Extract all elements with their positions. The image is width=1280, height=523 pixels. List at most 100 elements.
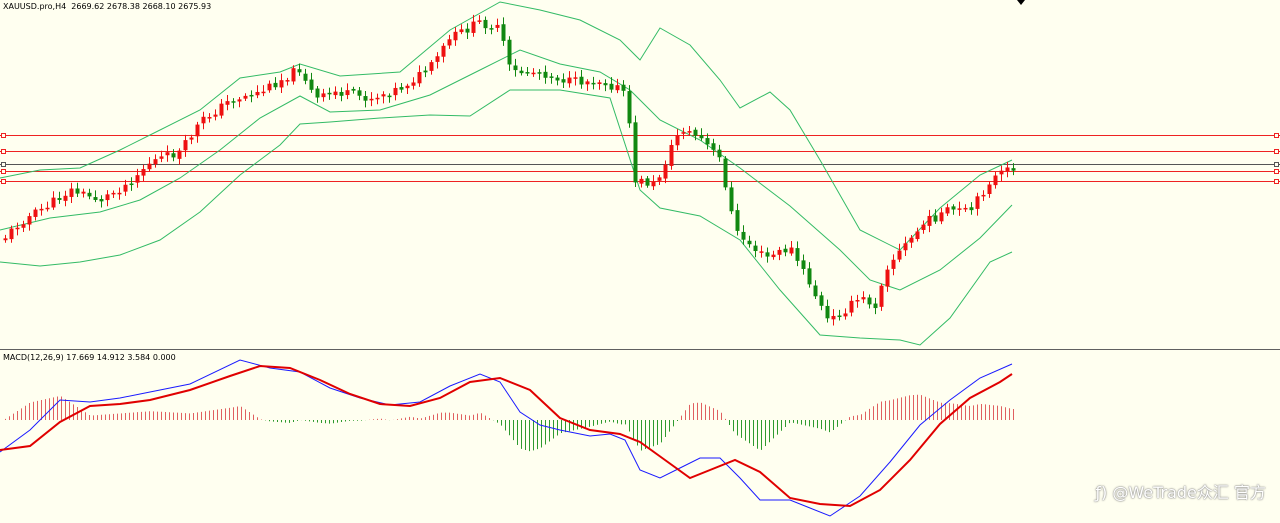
candlestick bbox=[771, 250, 776, 260]
line-handle-right[interactable] bbox=[1274, 169, 1279, 174]
candle-body bbox=[747, 240, 752, 245]
chart-shift-triangle-icon[interactable] bbox=[1017, 0, 1025, 6]
candle-body bbox=[21, 224, 26, 228]
symbol-label: XAUUSD.pro,H4 bbox=[3, 2, 67, 11]
candle-body bbox=[441, 45, 446, 57]
candlestick bbox=[603, 79, 608, 92]
candlestick bbox=[21, 220, 26, 233]
candle-body bbox=[933, 215, 938, 222]
candlestick bbox=[123, 179, 128, 196]
line-handle-left[interactable] bbox=[1, 169, 6, 174]
candle-body bbox=[435, 56, 440, 62]
candlestick bbox=[591, 76, 596, 90]
candlestick bbox=[903, 236, 908, 256]
candlestick bbox=[291, 65, 296, 85]
line-handle-right[interactable] bbox=[1274, 179, 1279, 184]
macd-info-label: MACD(12,26,9) 17.669 14.912 3.584 0.000 bbox=[3, 353, 176, 362]
candlestick bbox=[267, 80, 272, 93]
candle-body bbox=[585, 81, 590, 85]
candlestick bbox=[897, 243, 902, 263]
candlestick bbox=[825, 299, 830, 323]
candle-body bbox=[321, 93, 326, 98]
candle-body bbox=[867, 297, 872, 305]
candle-body bbox=[399, 87, 404, 90]
candlestick bbox=[909, 234, 914, 248]
line-handle-right[interactable] bbox=[1274, 162, 1279, 167]
candle-body bbox=[315, 88, 320, 98]
line-handle-right[interactable] bbox=[1274, 133, 1279, 138]
pane-separator[interactable] bbox=[0, 349, 1280, 350]
candlestick bbox=[795, 241, 800, 267]
candlestick bbox=[597, 79, 602, 90]
candlestick bbox=[999, 165, 1004, 182]
candlestick bbox=[585, 79, 590, 91]
candlestick bbox=[651, 175, 656, 190]
candle-body bbox=[831, 315, 836, 320]
candlestick bbox=[447, 34, 452, 49]
candlestick bbox=[321, 88, 326, 102]
price-chart-svg[interactable] bbox=[0, 0, 1280, 349]
candle-body bbox=[285, 80, 290, 82]
candle-body bbox=[63, 195, 68, 201]
candlestick bbox=[801, 254, 806, 275]
candle-body bbox=[993, 175, 998, 186]
line-handle-left[interactable] bbox=[1, 133, 6, 138]
candlestick bbox=[783, 244, 788, 257]
horizontal-levels bbox=[0, 133, 1280, 184]
candle-body bbox=[381, 94, 386, 97]
candlestick bbox=[837, 309, 842, 321]
candle-body bbox=[447, 39, 452, 46]
candle-body bbox=[735, 210, 740, 231]
candlestick bbox=[573, 71, 578, 86]
candle-body bbox=[513, 65, 518, 71]
candlestick bbox=[339, 87, 344, 102]
candlestick bbox=[807, 262, 812, 288]
macd-indicator-pane[interactable] bbox=[0, 350, 1280, 523]
candle-body bbox=[117, 192, 122, 195]
candle-body bbox=[963, 207, 968, 210]
candlestick bbox=[327, 87, 332, 100]
line-handle-left[interactable] bbox=[1, 149, 6, 154]
candlestick bbox=[681, 127, 686, 140]
candlestick bbox=[789, 241, 794, 256]
candlestick bbox=[813, 280, 818, 300]
line-handle-right[interactable] bbox=[1274, 149, 1279, 154]
candle-body bbox=[393, 87, 398, 96]
candlestick bbox=[99, 195, 104, 208]
candlestick bbox=[777, 246, 782, 261]
candle-body bbox=[855, 300, 860, 302]
candle-body bbox=[621, 84, 626, 91]
candle-body bbox=[837, 315, 842, 318]
bollinger-middle-band bbox=[0, 49, 1013, 291]
line-handle-left[interactable] bbox=[1, 162, 6, 167]
candle-body bbox=[897, 250, 902, 260]
candle-body bbox=[885, 269, 890, 287]
candlestick bbox=[219, 99, 224, 119]
candle-body bbox=[507, 39, 512, 65]
candle-body bbox=[363, 96, 368, 101]
candle-body bbox=[543, 71, 548, 78]
candle-body bbox=[1005, 167, 1010, 172]
candle-body bbox=[123, 184, 128, 192]
candlestick bbox=[759, 245, 764, 258]
candlestick bbox=[951, 204, 956, 215]
signal-line bbox=[0, 364, 1013, 508]
candlestick bbox=[333, 86, 338, 100]
candlestick bbox=[471, 14, 476, 37]
candlestick bbox=[345, 83, 350, 100]
candle-body bbox=[291, 68, 296, 82]
candlestick bbox=[369, 92, 374, 107]
candle-body bbox=[351, 88, 356, 91]
candlestick bbox=[315, 86, 320, 103]
candle-body bbox=[429, 62, 434, 71]
candlestick bbox=[843, 308, 848, 320]
candle-body bbox=[843, 313, 848, 317]
candle-body bbox=[423, 70, 428, 73]
macd-chart-svg[interactable] bbox=[0, 350, 1280, 523]
candle-body bbox=[261, 91, 266, 94]
line-handle-left[interactable] bbox=[1, 179, 6, 184]
candle-body bbox=[303, 73, 308, 81]
candlestick bbox=[417, 65, 422, 87]
price-chart-pane[interactable] bbox=[0, 0, 1280, 349]
candle-body bbox=[213, 114, 218, 117]
